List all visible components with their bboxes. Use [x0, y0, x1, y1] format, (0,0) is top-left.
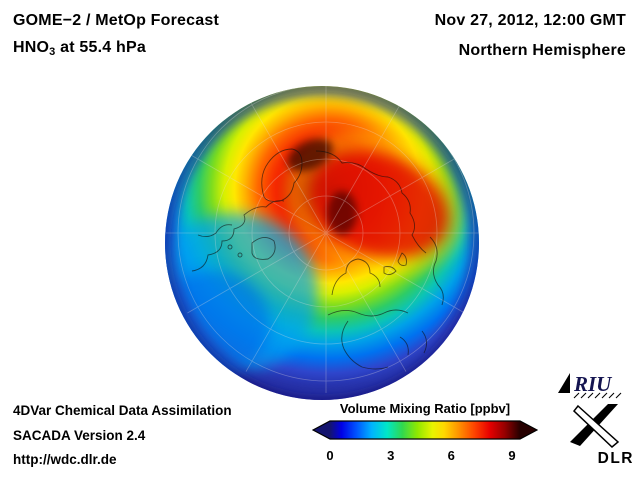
credit-version: SACADA Version 2.4: [13, 428, 146, 443]
species-pressure-label: HNO3 at 55.4 hPa: [13, 39, 146, 58]
colorbar-tick-6: 6: [447, 448, 455, 463]
coastlines: [191, 148, 444, 370]
riu-logo-text: RIU: [573, 372, 613, 396]
forecast-datetime: Nov 27, 2012, 12:00 GMT: [434, 12, 626, 29]
limb-ring-outer: [165, 86, 479, 400]
product-title: GOME−2 / MetOp Forecast: [13, 12, 219, 29]
dlr-logo-wing-outline: [572, 404, 620, 448]
colorbar-title: Volume Mixing Ratio [ppbv]: [339, 401, 511, 416]
species-subscript: 3: [49, 46, 56, 58]
maximum-spot-2: [327, 191, 357, 235]
hemisphere-label: Northern Hemisphere: [458, 42, 626, 59]
riu-logo-triangle: [558, 373, 570, 393]
riu-logo-hatch: [573, 392, 622, 399]
riu-logo: RIU: [558, 372, 622, 399]
credit-assimilation: 4DVar Chemical Data Assimilation: [13, 403, 232, 418]
dlr-logo-text: DLR: [597, 450, 634, 467]
hemisphere-map: [165, 86, 479, 400]
colorbar-right-arrow: [520, 421, 537, 439]
colorbar-tick-3: 3: [387, 448, 395, 463]
colorbar-gradient: [330, 421, 520, 439]
colorbar-outline: [312, 420, 538, 440]
colorbar: [312, 420, 538, 440]
credit-url: http://wdc.dlr.de: [13, 452, 117, 467]
colorbar-tick-0: 0: [326, 448, 334, 463]
graticule: [166, 86, 479, 393]
species-name: HNO: [13, 39, 50, 56]
maximum-spot-1: [287, 138, 333, 172]
colorbar-left-arrow: [313, 421, 330, 439]
colorbar-tick-9: 9: [508, 448, 516, 463]
dlr-logo: [570, 404, 620, 448]
pressure-level: at 55.4 hPa: [55, 39, 146, 56]
